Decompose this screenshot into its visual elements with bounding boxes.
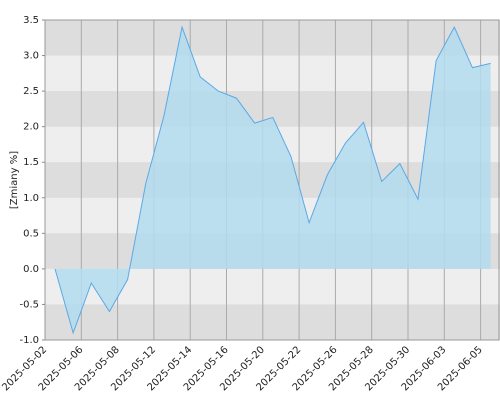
- y-tick-label: -1.0: [19, 335, 39, 346]
- y-tick-label: 1.0: [23, 193, 39, 204]
- y-tick-label: 0.0: [23, 264, 39, 275]
- y-tick-label: 0.5: [23, 228, 39, 239]
- y-tick-label: 2.0: [23, 122, 39, 133]
- area: [55, 27, 491, 333]
- y-axis-label: [Zmiany %]: [9, 151, 20, 209]
- band: [45, 304, 500, 340]
- y-tick-label: 2.5: [23, 86, 39, 97]
- y-tick-label: 3.0: [23, 51, 39, 62]
- plot-border: [44, 19, 500, 341]
- y-tick-label: 1.5: [23, 157, 39, 168]
- band: [45, 20, 500, 56]
- line: [54, 25, 491, 335]
- y-tick-label: -0.5: [19, 299, 39, 310]
- y-tick-label: 3.5: [23, 15, 39, 26]
